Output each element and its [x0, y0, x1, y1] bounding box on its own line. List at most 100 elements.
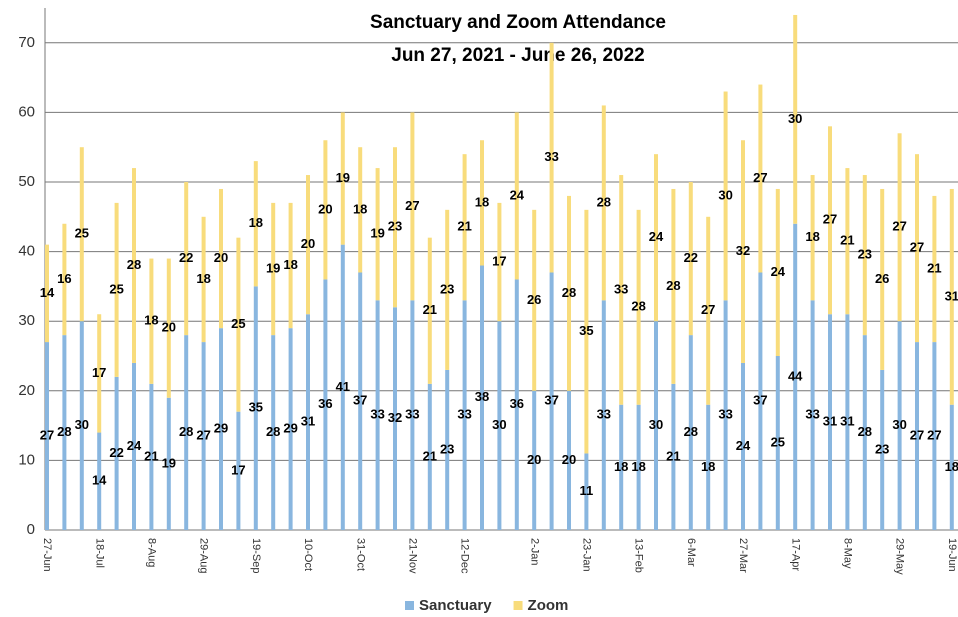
bar-segment — [567, 390, 571, 530]
data-label: 18 — [701, 459, 715, 474]
x-tick-label: 19-Jun — [946, 538, 958, 572]
bar-segment — [880, 369, 885, 530]
x-tick-label: 29-Aug — [198, 538, 210, 573]
data-label: 28 — [266, 424, 280, 439]
x-tick-label: 21-Nov — [406, 538, 418, 574]
bar-segment — [862, 175, 867, 336]
x-tick-label: 27-Mar — [737, 538, 749, 573]
bar-segment — [828, 314, 832, 530]
data-label: 30 — [788, 111, 802, 126]
bar-segment — [706, 404, 711, 530]
data-label: 27 — [753, 170, 767, 185]
bar-segment — [219, 188, 223, 329]
data-label: 25 — [771, 434, 785, 449]
bar-segment — [915, 342, 919, 530]
bar-segment — [306, 175, 310, 315]
bar-segment — [219, 328, 223, 530]
legend-label: Sanctuary — [419, 597, 492, 614]
data-label: 37 — [353, 393, 367, 408]
data-label: 25 — [231, 316, 245, 331]
bar-segment — [810, 300, 815, 530]
data-label: 28 — [684, 424, 698, 439]
data-label: 17 — [231, 462, 245, 477]
data-label: 30 — [892, 417, 906, 432]
data-label: 22 — [684, 250, 698, 265]
data-label: 20 — [318, 201, 332, 216]
data-label: 18 — [283, 257, 297, 272]
bar-segment — [549, 272, 554, 530]
data-label: 18 — [805, 229, 819, 244]
bar-segment — [497, 202, 502, 322]
bar-segment — [445, 209, 450, 370]
data-label: 18 — [249, 215, 263, 230]
bar-segment — [549, 42, 554, 273]
bar-segment — [236, 411, 241, 530]
data-label: 26 — [875, 271, 889, 286]
x-tick-label: 18-Jul — [93, 538, 105, 568]
bar-segment — [114, 376, 119, 530]
bar-segment — [253, 286, 258, 530]
data-label: 27 — [823, 212, 837, 227]
bar-segment — [114, 202, 119, 377]
data-label: 21 — [840, 233, 854, 248]
bar-segment — [340, 112, 345, 245]
y-tick-label: 40 — [18, 243, 35, 260]
bar-segment — [340, 244, 345, 530]
bar-segment — [410, 300, 415, 530]
y-tick-label: 20 — [18, 382, 35, 399]
data-label: 27 — [701, 302, 715, 317]
data-label: 21 — [423, 302, 437, 317]
data-label: 27 — [405, 198, 419, 213]
data-label: 28 — [127, 257, 141, 272]
bar-segment — [619, 404, 624, 530]
data-label: 20 — [162, 320, 176, 335]
bar-segment — [932, 342, 937, 530]
bar-segment — [132, 362, 136, 530]
data-label: 20 — [562, 452, 576, 467]
bar-segment — [497, 321, 502, 530]
bar-segment — [584, 209, 589, 454]
bar-segment — [567, 195, 571, 391]
bar-segment — [671, 188, 676, 384]
data-label: 17 — [492, 253, 506, 268]
bar-segment — [688, 182, 693, 336]
bar-segment — [793, 14, 798, 224]
data-label: 19 — [266, 260, 280, 275]
data-label: 31 — [840, 414, 854, 429]
data-label: 16 — [57, 271, 71, 286]
bar-segment — [462, 154, 467, 301]
x-tick-label: 29-May — [894, 538, 906, 575]
bar-segment — [810, 175, 815, 301]
data-label: 44 — [788, 368, 803, 383]
bar-segment — [184, 335, 189, 530]
x-tick-label: 8-Aug — [145, 538, 157, 567]
data-label: 24 — [736, 438, 751, 453]
bar-segment — [619, 175, 624, 405]
bar-segment — [45, 342, 49, 530]
y-tick-label: 0 — [27, 521, 35, 538]
x-tick-label: 27-Jun — [41, 538, 53, 572]
data-label: 33 — [370, 407, 384, 422]
bar-segment — [741, 140, 745, 363]
chart-title: Sanctuary and Zoom Attendance — [370, 12, 666, 33]
bar-segment — [271, 335, 276, 530]
data-label: 28 — [858, 424, 872, 439]
data-label: 28 — [597, 194, 611, 209]
data-label: 26 — [527, 292, 541, 307]
bar-segment — [723, 300, 728, 530]
bar-segment — [758, 84, 763, 273]
bar-segment — [514, 112, 519, 280]
data-label: 21 — [666, 448, 680, 463]
bar-segment — [862, 335, 867, 530]
bar-segment — [671, 383, 676, 530]
data-label: 23 — [388, 219, 402, 234]
bar-segment — [480, 265, 484, 530]
bar-segment — [949, 188, 954, 405]
bar-segment — [758, 272, 763, 530]
data-label: 20 — [527, 452, 541, 467]
y-tick-label: 50 — [18, 173, 35, 190]
data-label: 17 — [92, 365, 106, 380]
data-label: 27 — [910, 427, 924, 442]
data-label: 21 — [144, 448, 158, 463]
data-label: 33 — [544, 149, 558, 164]
